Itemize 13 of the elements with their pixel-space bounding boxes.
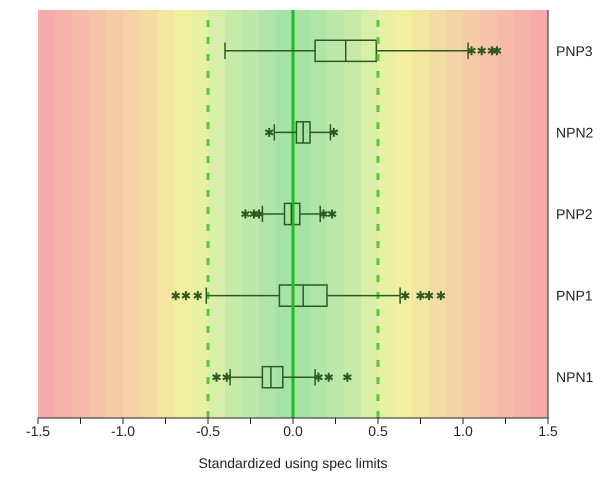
x-tick-label: -1.5 [26,422,50,439]
y-tick-label: NPN2 [556,124,594,140]
y-tick-label: PNP2 [556,206,593,222]
x-tick-label: 1.0 [453,422,473,439]
x-tick-label: 1.5 [538,422,558,439]
x-tick-label: -1.0 [110,422,136,439]
x-tick-label: 0.5 [368,422,388,439]
y-tick-label: NPN1 [556,369,594,386]
x-tick-label: 0.0 [283,422,303,439]
x-tick-label: -0.5 [196,422,220,439]
y-tick-label: PNP3 [556,42,593,59]
y-tick-label: PNP1 [556,288,593,304]
x-axis-title: Standardized using spec limits [198,455,388,471]
